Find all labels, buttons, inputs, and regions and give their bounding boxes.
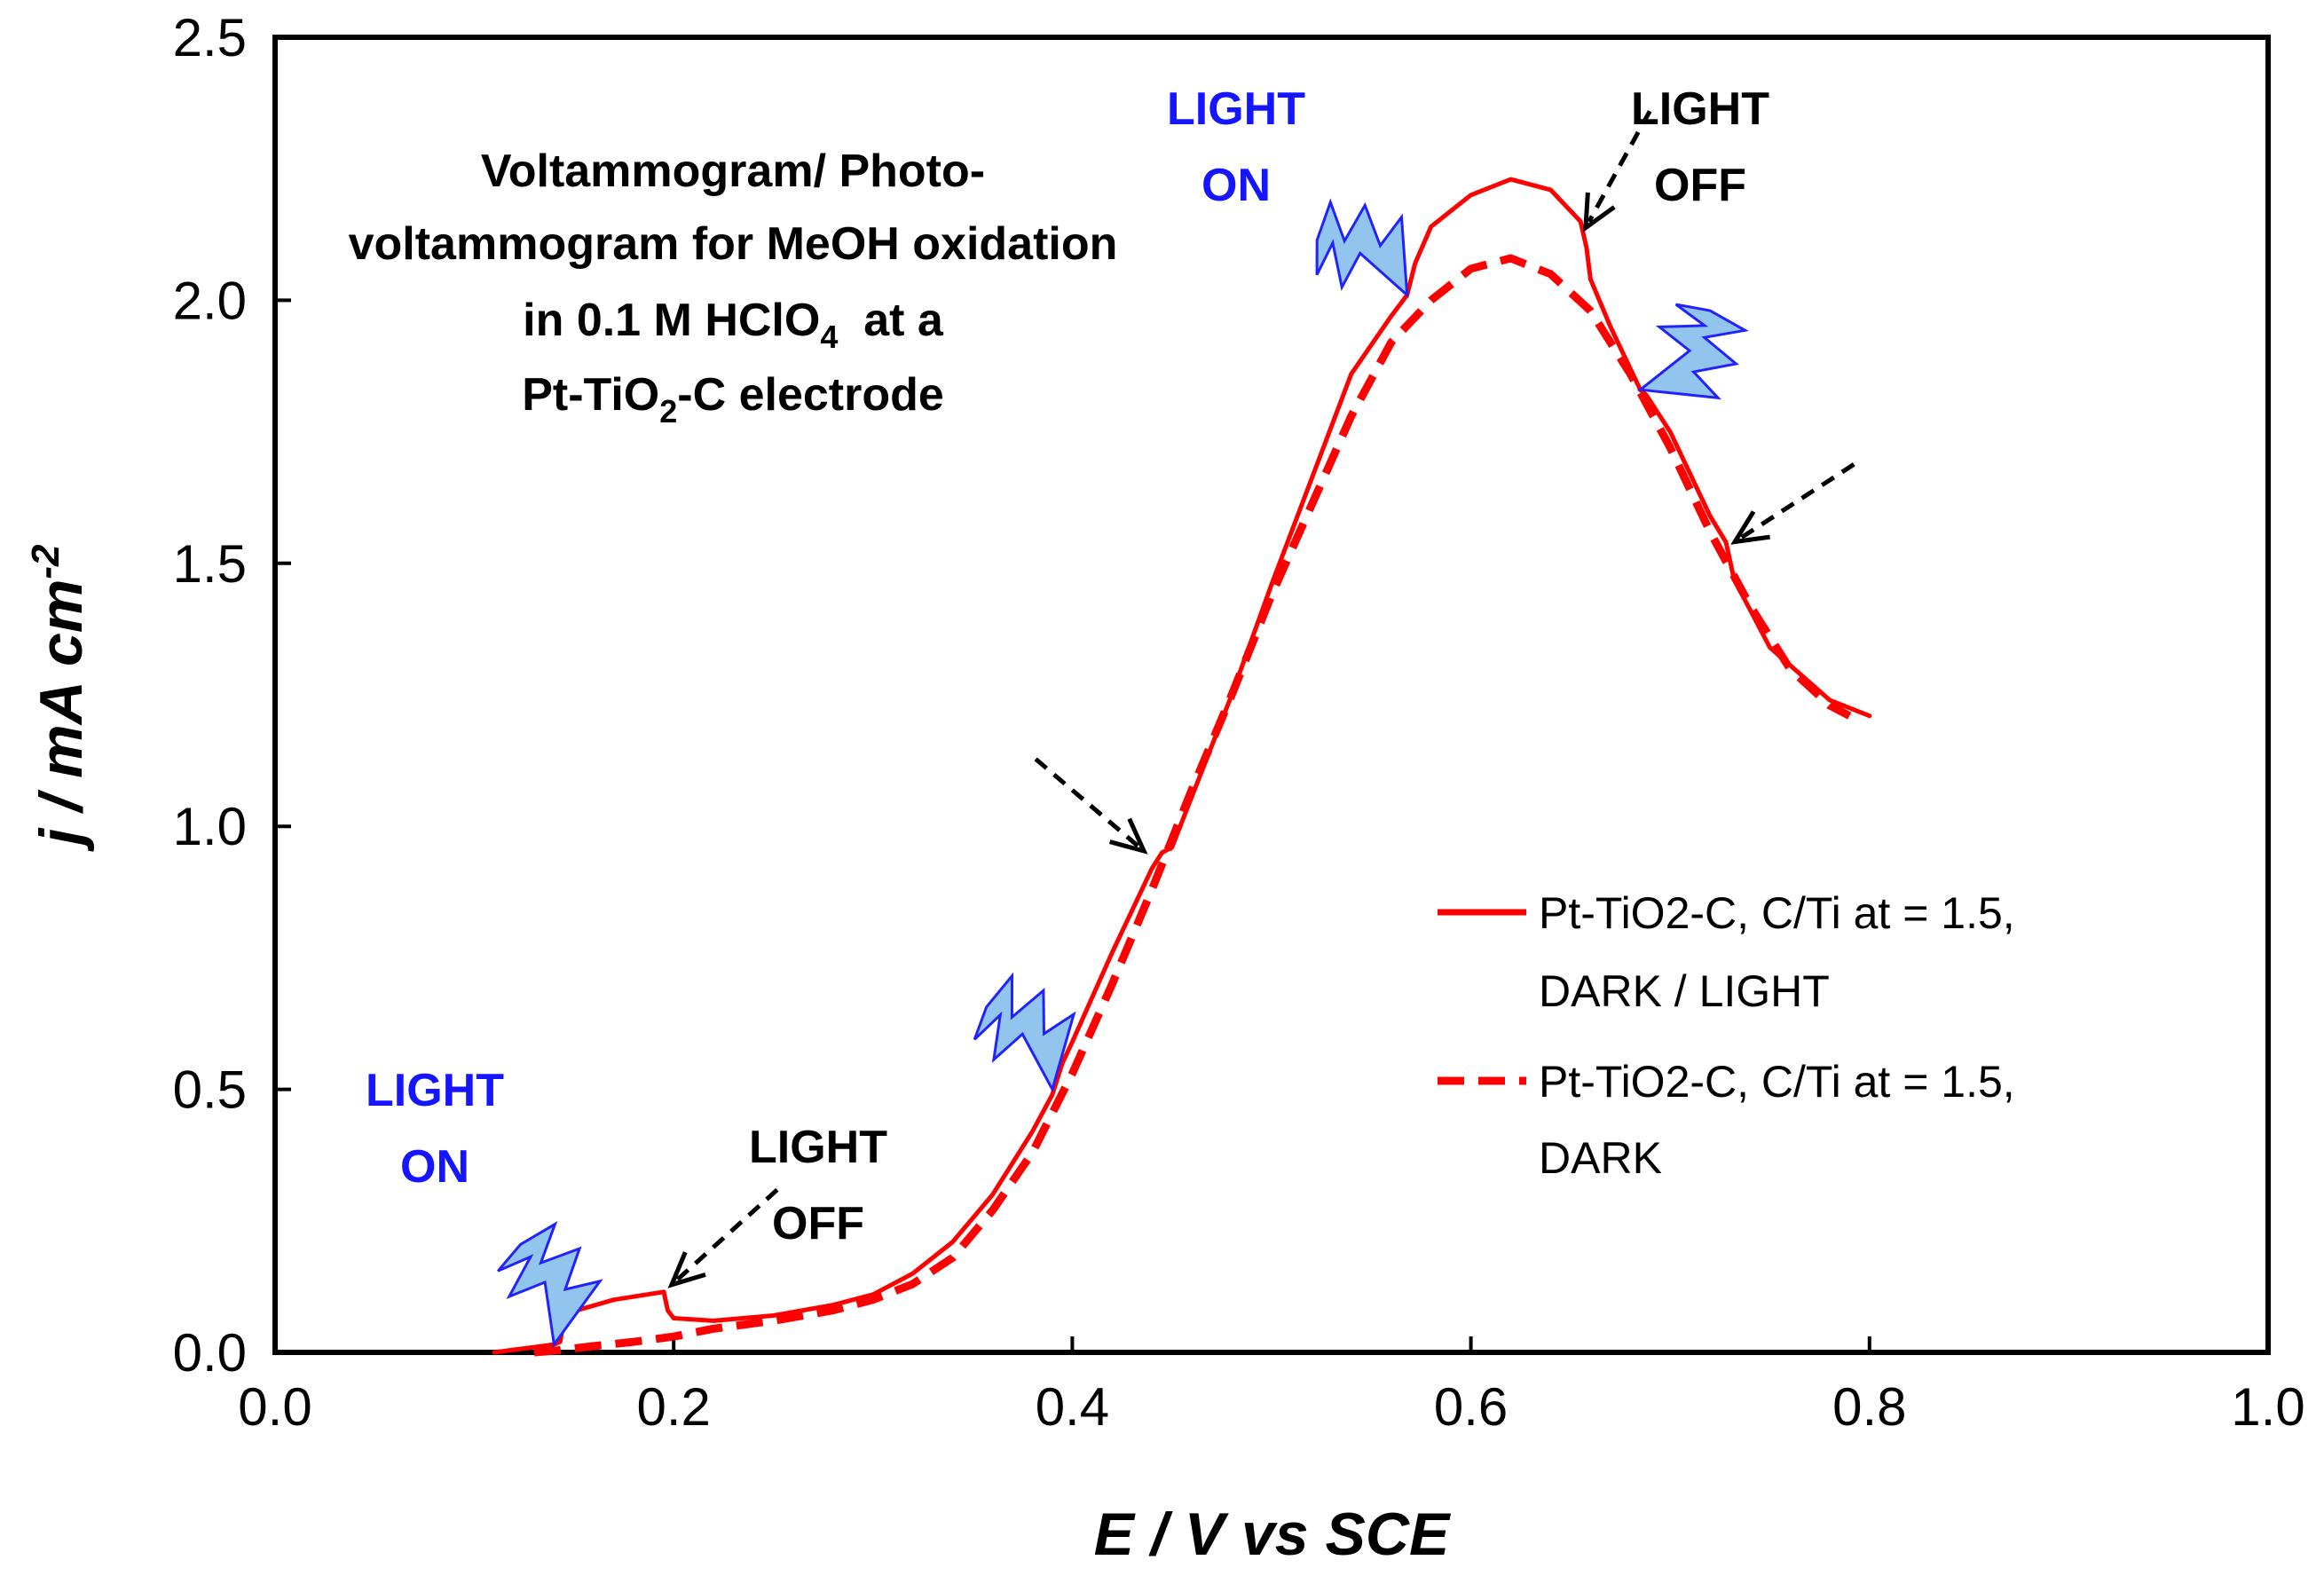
y-axis-title-main: j / mA cm [28,579,95,853]
arrow-icon [1583,110,1652,232]
arrow-icon [667,1187,779,1288]
light-off-label-1-line-1: LIGHT [749,1122,887,1173]
series-layer [492,177,1872,1357]
title-line-3-tail: at a [838,295,944,346]
arrow-icon [1730,462,1855,545]
light-on-label-2-line-2: ON [1201,160,1271,211]
y-tick-label: 1.5 [173,534,247,594]
y-tick-label: 2.0 [173,271,247,330]
light-off-label-2-line-1: LIGHT [1631,83,1769,135]
arrow-icon [1034,757,1148,855]
x-tick-label: 0.8 [1832,1377,1906,1437]
series-line-dark-light [492,177,1872,1355]
lightning-bolt-icon [1636,303,1749,400]
light-on-label-1-line-2: ON [400,1141,469,1193]
axis-ticks: 0.0 0.2 0.4 0.6 0.8 1.0 0.0 0.5 1.0 1.5 2.0 2.5 [173,8,2305,1437]
annotation-labels: LIGHT ON LIGHT OFF LIGHT ON LIGHT OFF [366,83,1769,1249]
title-line-4-sub: 2 [659,393,677,429]
title-line-4-main: Pt-TiO [522,369,659,421]
title-line-3: in 0.1 M HClO4 at a [523,295,944,355]
legend-label-1-line-2: DARK / LIGHT [1539,966,1830,1016]
lightning-bolt-icon [497,1220,603,1348]
light-on-label-2-line-1: LIGHT [1167,83,1305,135]
legend-label-1-line-1: Pt-TiO2-C, C/Ti at = 1.5, [1539,888,2015,938]
y-tick-label: 0.0 [173,1323,247,1383]
x-tick-label: 0.4 [1036,1377,1109,1437]
lightning-bolt-icon [1315,198,1409,299]
x-tick-label: 0.2 [636,1377,710,1437]
y-axis-title-sup: -2 [24,544,67,579]
chart-title: Voltammogram/ Photo- voltammogram for Me… [349,146,1118,429]
title-line-4: Pt-TiO2-C electrode [522,369,944,429]
event-markers [497,110,1855,1348]
x-tick-label: 1.0 [2231,1377,2304,1437]
title-line-1: Voltammogram/ Photo- [481,146,985,197]
x-tick-label: 0.6 [1434,1377,1508,1437]
light-off-label-2-line-2: OFF [1654,160,1746,211]
title-line-2: voltammogram for MeOH oxidation [349,218,1118,270]
legend: Pt-TiO2-C, C/Ti at = 1.5, DARK / LIGHT P… [1438,888,2015,1183]
lightning-bolt-icon [973,972,1076,1093]
title-line-3-sub: 4 [820,319,838,355]
y-tick-label: 0.5 [173,1060,247,1120]
plot-frame [272,35,2271,1355]
y-tick-label: 2.5 [173,8,247,67]
y-axis-title: j / mA cm-2 [24,544,95,852]
x-axis-title: E / V vs SCE [1094,1501,1452,1568]
legend-label-2-line-2: DARK [1539,1133,1662,1183]
legend-label-2-line-1: Pt-TiO2-C, C/Ti at = 1.5, [1539,1057,2015,1107]
light-on-label-1-line-1: LIGHT [366,1065,504,1116]
title-line-4-tail: -C electrode [677,369,944,421]
title-line-3-main: in 0.1 M HClO [523,295,820,346]
x-tick-label: 0.0 [238,1377,311,1437]
light-off-label-1-line-2: OFF [772,1198,864,1249]
series-line-dark [533,254,1852,1357]
y-tick-label: 1.0 [173,797,247,856]
